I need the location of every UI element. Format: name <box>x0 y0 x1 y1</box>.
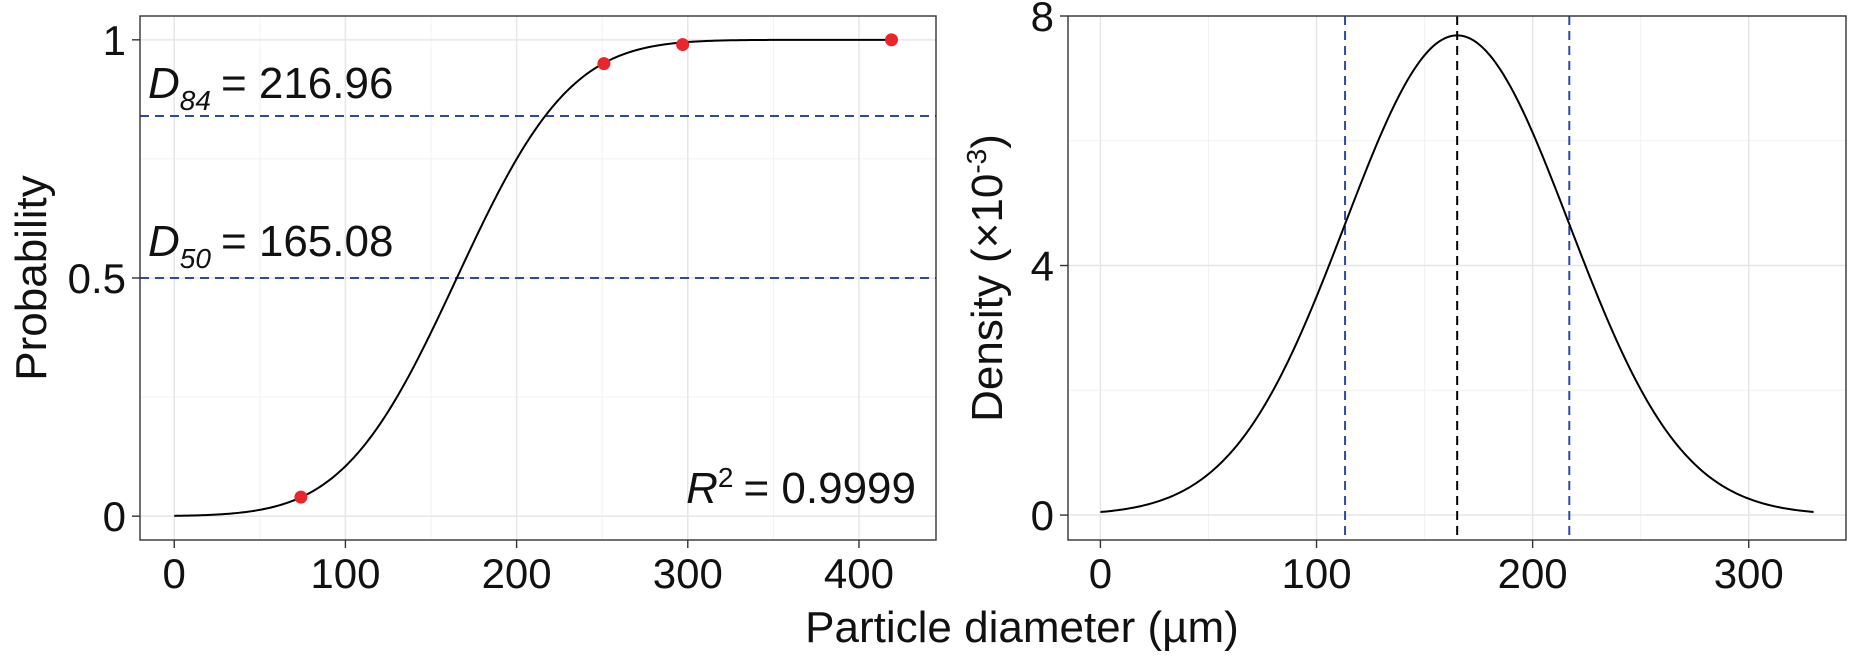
y-tick-label: 1 <box>103 17 126 64</box>
d84-subscript: 84 <box>180 85 211 116</box>
pdf-curve <box>1100 34 1814 514</box>
x-tick-label: 300 <box>653 550 723 597</box>
y-tick-label: 4 <box>1031 243 1054 290</box>
probability-x-ticks: 0 100 200 300 400 <box>163 540 894 597</box>
shared-x-label: Particle diameter (µm) <box>805 603 1239 652</box>
density-y-ticks: 0 4 8 <box>1031 0 1068 539</box>
r2-annotation: R2 = 0.9999 <box>686 462 916 513</box>
probability-panel: 00.51 0 100 200 300 400 D84 = 216.96 D50 = 165… <box>7 15 937 597</box>
density-grid <box>1068 15 1846 540</box>
observed-point <box>676 38 690 52</box>
density-y-label-text: Density (×10 <box>963 174 1012 422</box>
density-panel-border <box>1067 15 1847 541</box>
density-y-label-close: ) <box>963 134 1012 149</box>
observed-point <box>884 33 898 47</box>
density-panel: 0 4 8 0 100 200 300 Density (×10-3) <box>961 0 1847 597</box>
cdf-curve <box>174 38 894 517</box>
x-tick-label: 400 <box>824 550 894 597</box>
d50-symbol: D <box>148 217 180 266</box>
x-tick-label: 0 <box>163 550 186 597</box>
x-tick-label: 100 <box>1281 550 1351 597</box>
density-reference-lines <box>1344 16 1571 540</box>
observed-point <box>294 490 308 504</box>
d50-annotation: D50 = 165.08 <box>148 217 393 274</box>
d84-value: = 216.96 <box>221 59 394 108</box>
r2-value: = 0.9999 <box>744 464 917 513</box>
r2-symbol: R <box>686 464 718 513</box>
x-tick-label: 300 <box>1714 550 1784 597</box>
probability-reference-lines <box>140 115 936 279</box>
y-tick-label: 8 <box>1031 0 1054 40</box>
y-tick-label: 0 <box>1031 492 1054 539</box>
probability-y-ticks: 00.51 <box>68 17 140 540</box>
density-y-label: Density (×10-3) <box>961 134 1012 422</box>
y-tick-label: 0 <box>103 493 126 540</box>
probability-y-label: Probability <box>7 175 56 380</box>
observed-point <box>597 57 611 71</box>
x-tick-label: 200 <box>1498 550 1568 597</box>
x-tick-label: 100 <box>310 550 380 597</box>
d50-value: = 165.08 <box>221 217 394 266</box>
x-tick-label: 200 <box>482 550 552 597</box>
x-tick-label: 0 <box>1089 550 1112 597</box>
r2-superscript: 2 <box>718 462 734 493</box>
observed-points <box>294 33 898 504</box>
density-y-label-exponent: -3 <box>961 149 992 174</box>
d50-subscript: 50 <box>180 243 212 274</box>
density-x-ticks: 0 100 200 300 <box>1089 540 1784 597</box>
y-tick-label: 0.5 <box>68 255 126 302</box>
d84-symbol: D <box>148 59 180 108</box>
d84-annotation: D84 = 216.96 <box>148 59 393 116</box>
